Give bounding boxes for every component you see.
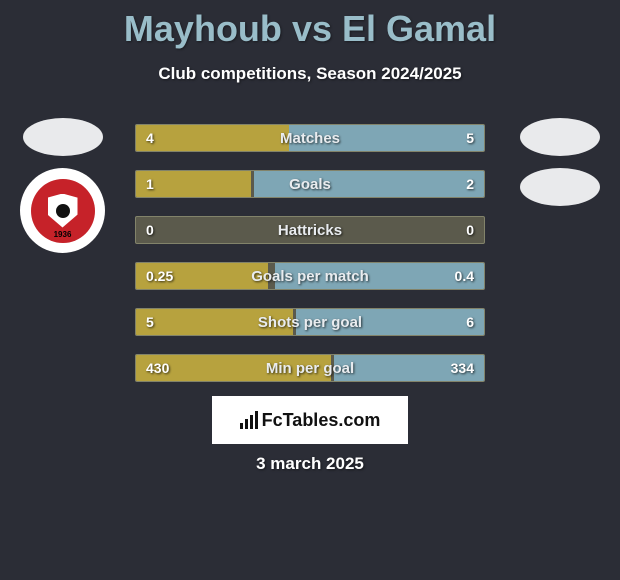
stat-row: 0.250.4Goals per match [135,262,485,290]
stat-row: 430334Min per goal [135,354,485,382]
page-title: Mayhoub vs El Gamal [0,0,620,50]
bar-icon-segment [245,419,248,429]
stat-row: 12Goals [135,170,485,198]
bar-icon-segment [250,415,253,429]
stats-container: 45Matches 12Goals 00Hattricks 0.250.4Goals … [135,124,485,382]
player-left-club-badge: 1936 [20,168,105,253]
player-left-name: Mayhoub [124,8,282,49]
subtitle: Club competitions, Season 2024/2025 [0,64,620,84]
stat-row: 56Shots per goal [135,308,485,336]
player-right-club-badge-placeholder [520,168,600,206]
player-right-photo-placeholder [520,118,600,156]
stat-label: Shots per goal [136,309,484,335]
stat-row: 00Hattricks [135,216,485,244]
player-right-name: El Gamal [342,8,496,49]
bars-icon [240,411,258,429]
stat-label: Goals per match [136,263,484,289]
title-vs: vs [292,8,332,49]
stat-label: Hattricks [136,217,484,243]
stat-label: Min per goal [136,355,484,381]
shield-icon [48,194,78,228]
stat-label: Matches [136,125,484,151]
date-label: 3 march 2025 [0,454,620,474]
badge-inner-circle: 1936 [31,179,95,243]
bar-icon-segment [255,411,258,429]
brand-text: FcTables.com [262,410,381,431]
badge-emblem [56,204,70,218]
stat-row: 45Matches [135,124,485,152]
player-left-photo-placeholder [23,118,103,156]
brand-badge: FcTables.com [212,396,408,444]
badge-year: 1936 [54,230,72,239]
left-player-group: 1936 [20,118,105,253]
stat-label: Goals [136,171,484,197]
bar-icon-segment [240,423,243,429]
right-player-group [520,118,600,206]
